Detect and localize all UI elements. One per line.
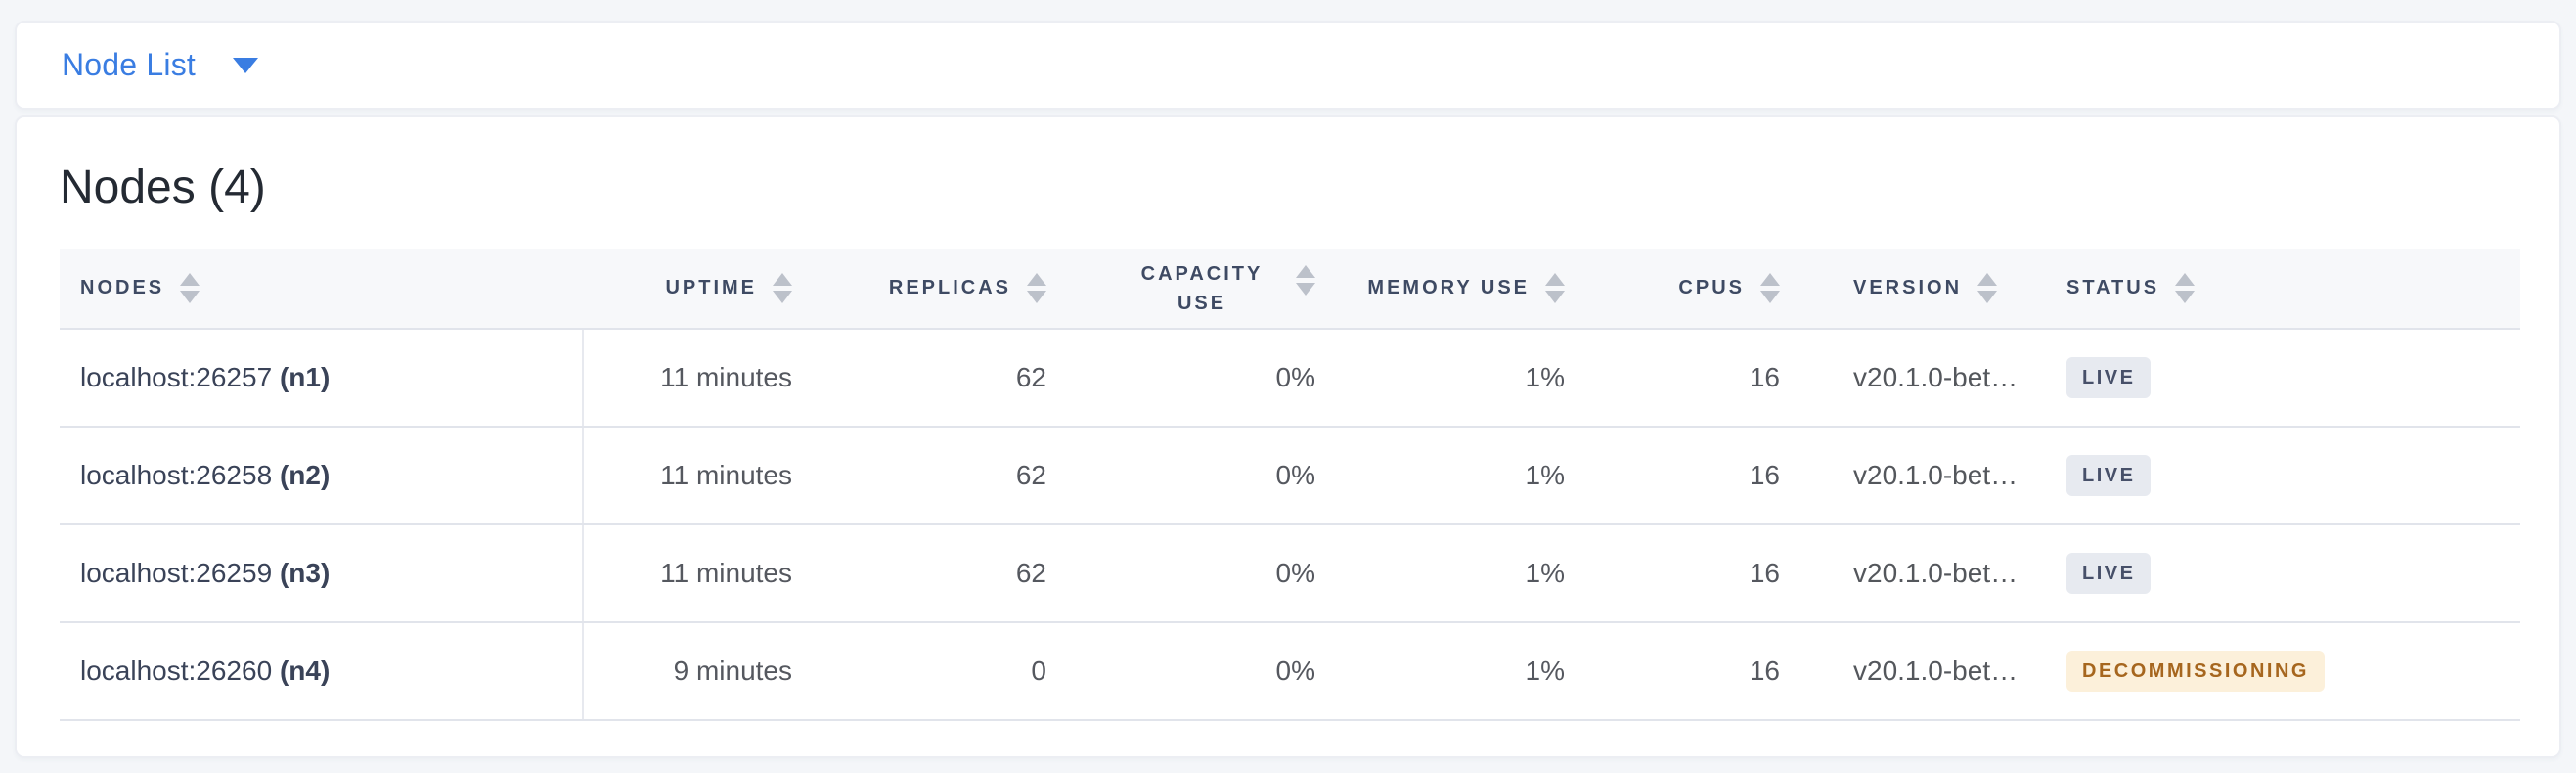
table-header-row: Nodes Uptime Replicas [60,249,2520,330]
uptime-cell: 11 minutes [583,427,823,525]
column-header-capacity-use[interactable]: Capacity Use [1078,249,1347,330]
status-cell: LIVE [2021,329,2520,428]
cpus-cell: 16 [1596,329,1811,428]
sort-arrows-icon[interactable] [2175,273,2196,303]
node-list-dropdown-label: Node List [62,47,196,82]
node-id: (n1) [279,362,331,392]
replicas-cell: 62 [823,427,1078,525]
memory-use-cell: 1% [1347,329,1596,428]
sort-arrows-icon[interactable] [180,273,200,303]
replicas-cell: 62 [823,329,1078,428]
cpus-cell: 16 [1596,524,1811,623]
table-row-node-2: localhost:26258 (n2) 11 minutes 62 0% 1%… [60,427,2520,525]
status-cell: DECOMMISSIONING [2021,622,2520,721]
column-header-cpus[interactable]: CPUs [1596,249,1811,330]
status-badge: DECOMMISSIONING [2066,651,2325,692]
replicas-cell: 0 [823,622,1078,721]
version-cell: v20.1.0-bet… [1811,427,2021,525]
nodes-card: Nodes (4) Nodes Uptime [15,115,2561,758]
sort-arrows-icon[interactable] [773,273,792,303]
status-badge: LIVE [2066,455,2152,496]
node-list-table: Nodes Uptime Replicas [60,249,2520,721]
version-cell: v20.1.0-bet… [1811,524,2021,623]
status-badge: LIVE [2066,357,2152,398]
column-header-replicas[interactable]: Replicas [823,249,1078,330]
table-row-node-4: localhost:26260 (n4) 9 minutes 0 0% 1% 1… [60,622,2520,721]
caret-down-icon [233,57,258,73]
page-title: Nodes (4) [60,161,266,213]
uptime-cell: 9 minutes [583,622,823,721]
uptime-cell: 11 minutes [583,524,823,623]
sort-arrows-icon[interactable] [1296,264,1315,296]
node-address-cell: localhost:26257 (n1) [60,329,584,428]
column-header-uptime[interactable]: Uptime [583,249,823,330]
table-row-node-1: localhost:26257 (n1) 11 minutes 62 0% 1%… [60,329,2520,428]
status-cell: LIVE [2021,524,2520,623]
capacity-use-cell: 0% [1078,524,1347,623]
node-address-cell: localhost:26258 (n2) [60,427,584,525]
column-header-version[interactable]: Version [1811,249,2021,330]
column-header-memory-use[interactable]: Memory Use [1347,249,1596,330]
capacity-use-cell: 0% [1078,622,1347,721]
sort-arrows-icon[interactable] [1027,273,1046,303]
uptime-cell: 11 minutes [583,329,823,428]
node-address-cell: localhost:26260 (n4) [60,622,584,721]
status-badge: LIVE [2066,553,2152,594]
table-row-node-3: localhost:26259 (n3) 11 minutes 62 0% 1%… [60,524,2520,623]
version-cell: v20.1.0-bet… [1811,329,2021,428]
version-cell: v20.1.0-bet… [1811,622,2021,721]
column-header-status[interactable]: Status [2021,249,2520,330]
node-id: (n3) [279,558,331,588]
node-address-cell: localhost:26259 (n3) [60,524,584,623]
memory-use-cell: 1% [1347,427,1596,525]
column-header-nodes[interactable]: Nodes [60,249,583,330]
memory-use-cell: 1% [1347,622,1596,721]
sort-arrows-icon[interactable] [1977,273,1998,303]
capacity-use-cell: 0% [1078,427,1347,525]
replicas-cell: 62 [823,524,1078,623]
capacity-use-cell: 0% [1078,329,1347,428]
status-cell: LIVE [2021,427,2520,525]
sort-arrows-icon[interactable] [1545,273,1565,303]
cpus-cell: 16 [1596,622,1811,721]
node-id: (n4) [279,656,331,686]
memory-use-cell: 1% [1347,524,1596,623]
node-list-dropdown[interactable]: Node List [15,21,2561,110]
sort-arrows-icon[interactable] [1760,273,1780,303]
cpus-cell: 16 [1596,427,1811,525]
node-id: (n2) [279,460,331,490]
